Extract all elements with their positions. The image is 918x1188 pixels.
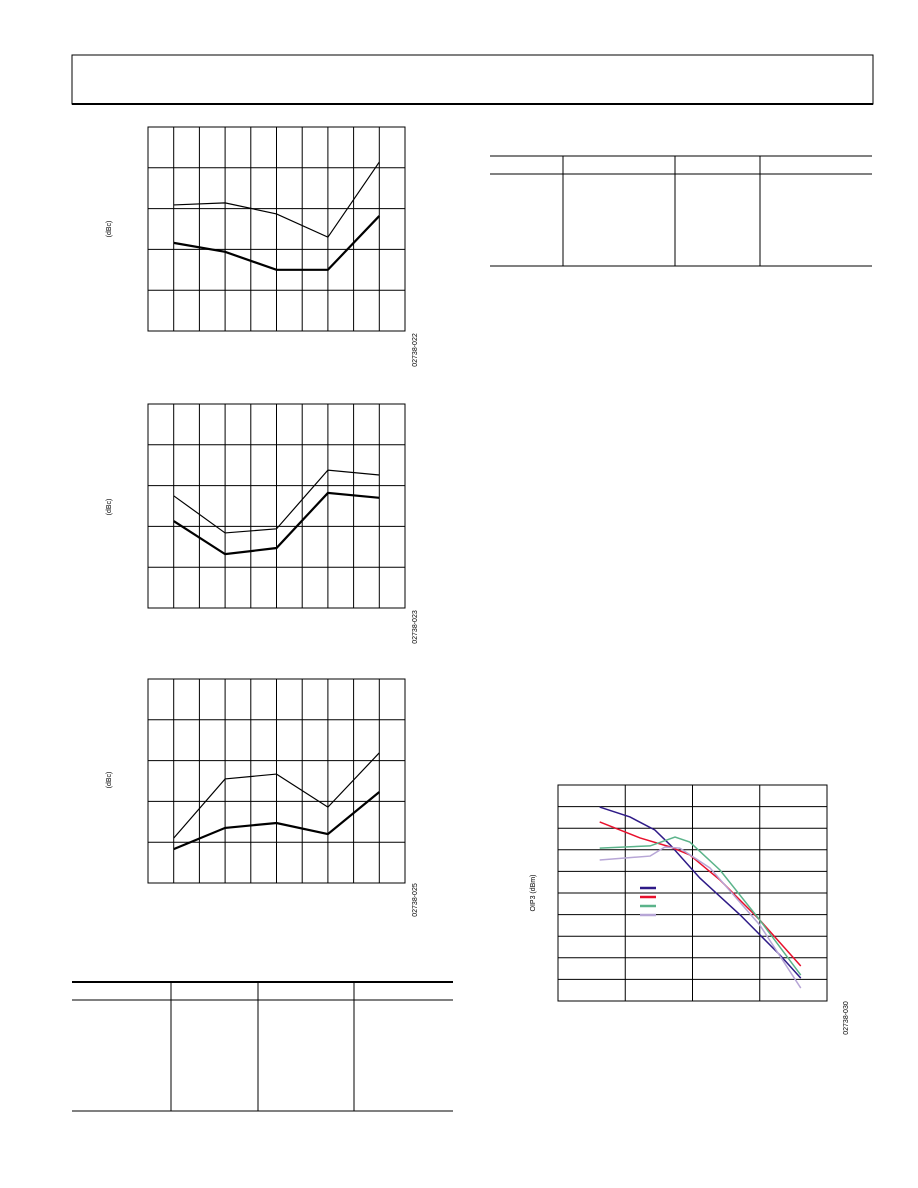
data-line — [173, 161, 380, 238]
y-axis-label: OIP3 (dBm) — [530, 875, 537, 912]
figure-id: 02738-025 — [412, 883, 419, 917]
data-line — [173, 791, 380, 851]
data-line — [173, 469, 380, 534]
data-line — [173, 215, 381, 271]
data-line — [173, 752, 380, 839]
figure-id: 02738-022 — [412, 333, 419, 367]
data-line — [599, 846, 802, 989]
figure-id: 02738-023 — [412, 610, 419, 644]
y-axis-label: (dBc) — [106, 221, 113, 238]
y-axis-label: (dBc) — [106, 499, 113, 516]
data-line — [599, 821, 802, 967]
table-bottom-left — [72, 981, 453, 1112]
header-box — [71, 54, 874, 105]
table-top-right — [490, 155, 872, 267]
figure-id: 02738-030 — [843, 1001, 850, 1035]
data-line — [599, 806, 802, 979]
y-axis-label: (dBc) — [106, 772, 113, 789]
data-line — [599, 836, 802, 976]
data-line — [173, 491, 380, 556]
